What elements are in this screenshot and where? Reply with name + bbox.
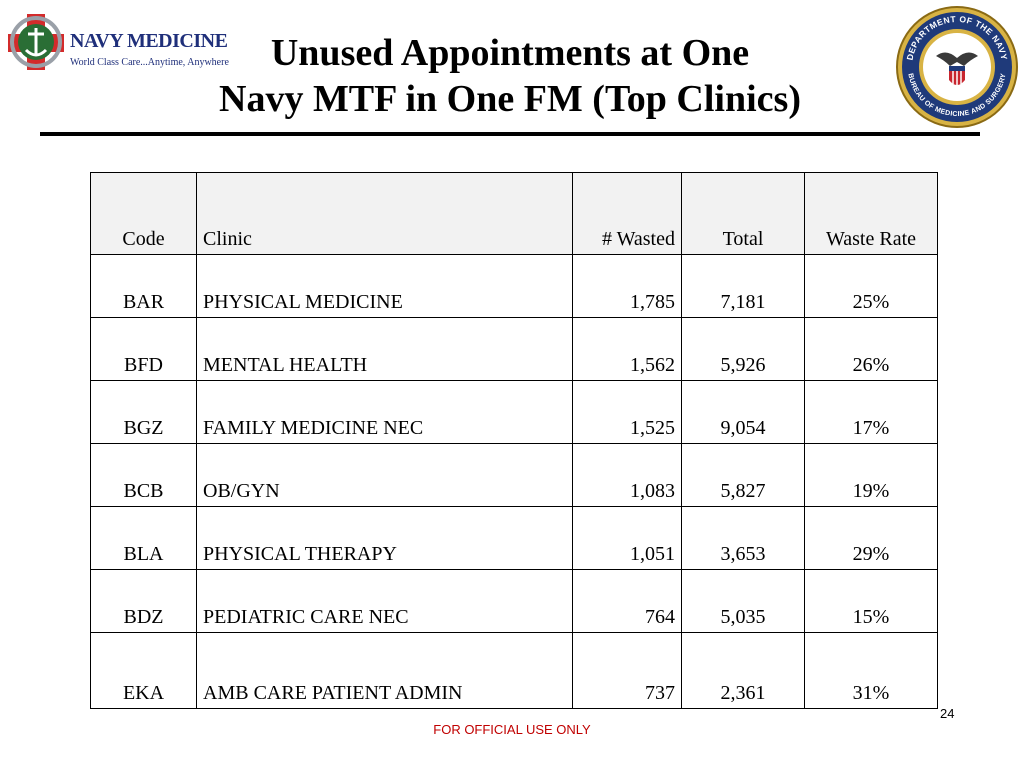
page-number: 24 [940, 706, 955, 721]
cell-total: 3,653 [681, 506, 805, 570]
cell-wasted: 1,785 [572, 254, 682, 318]
table-row: BGZ FAMILY MEDICINE NEC 1,525 9,054 17% [90, 380, 938, 444]
cell-wasted: 1,051 [572, 506, 682, 570]
cell-clinic: AMB CARE PATIENT ADMIN [196, 632, 573, 709]
cell-wasted: 1,083 [572, 443, 682, 507]
logo-text: NAVY MEDICINE [70, 30, 228, 52]
table-header-row: Code Clinic # Wasted Total Waste Rate [90, 172, 938, 255]
cell-wasted: 764 [572, 569, 682, 633]
cell-clinic: PEDIATRIC CARE NEC [196, 569, 573, 633]
cell-clinic: FAMILY MEDICINE NEC [196, 380, 573, 444]
cell-waste-rate: 25% [804, 254, 938, 318]
cell-code: BFD [90, 317, 197, 381]
cell-clinic: OB/GYN [196, 443, 573, 507]
table-row: BDZ PEDIATRIC CARE NEC 764 5,035 15% [90, 569, 938, 633]
cell-waste-rate: 15% [804, 569, 938, 633]
cell-code: BGZ [90, 380, 197, 444]
title-divider [40, 132, 980, 136]
cell-waste-rate: 19% [804, 443, 938, 507]
table-row: BFD MENTAL HEALTH 1,562 5,926 26% [90, 317, 938, 381]
logo-emblem-icon [8, 14, 64, 70]
cell-waste-rate: 26% [804, 317, 938, 381]
cell-total: 5,926 [681, 317, 805, 381]
cell-total: 2,361 [681, 632, 805, 709]
table-row: BLA PHYSICAL THERAPY 1,051 3,653 29% [90, 506, 938, 570]
header-code: Code [90, 172, 197, 255]
cell-total: 5,827 [681, 443, 805, 507]
cell-code: BCB [90, 443, 197, 507]
title-line-2: Navy MTF in One FM (Top Clinics) [219, 78, 801, 120]
cell-wasted: 1,525 [572, 380, 682, 444]
logo-tagline: World Class Care...Anytime, Anywhere [70, 57, 229, 68]
cell-total: 7,181 [681, 254, 805, 318]
table-row: EKA AMB CARE PATIENT ADMIN 737 2,361 31% [90, 632, 938, 709]
cell-clinic: MENTAL HEALTH [196, 317, 573, 381]
header-wasted: # Wasted [572, 172, 682, 255]
header-waste-rate: Waste Rate [804, 172, 938, 255]
cell-total: 5,035 [681, 569, 805, 633]
cell-clinic: PHYSICAL MEDICINE [196, 254, 573, 318]
table-row: BCB OB/GYN 1,083 5,827 19% [90, 443, 938, 507]
bumed-seal: DEPARTMENT OF THE NAVY BUREAU OF MEDICIN… [894, 4, 1020, 130]
cell-wasted: 737 [572, 632, 682, 709]
appointments-table: Code Clinic # Wasted Total Waste Rate BA… [90, 172, 938, 709]
title-line-1: Unused Appointments at One [270, 32, 750, 74]
cell-code: BDZ [90, 569, 197, 633]
cell-total: 9,054 [681, 380, 805, 444]
cell-waste-rate: 31% [804, 632, 938, 709]
slide-title: Unused Appointments at One Navy MTF in O… [140, 30, 880, 122]
table-row: BAR PHYSICAL MEDICINE 1,785 7,181 25% [90, 254, 938, 318]
cell-waste-rate: 17% [804, 380, 938, 444]
cell-code: BLA [90, 506, 197, 570]
header-total: Total [681, 172, 805, 255]
header-clinic: Clinic [196, 172, 573, 255]
cell-waste-rate: 29% [804, 506, 938, 570]
navy-medicine-logo: NAVY MEDICINE World Class Care...Anytime… [4, 4, 229, 80]
cell-clinic: PHYSICAL THERAPY [196, 506, 573, 570]
cell-wasted: 1,562 [572, 317, 682, 381]
cell-code: EKA [90, 632, 197, 709]
footer-classification: FOR OFFICIAL USE ONLY [433, 722, 591, 737]
seal-emblem-icon: DEPARTMENT OF THE NAVY BUREAU OF MEDICIN… [896, 6, 1018, 128]
cell-code: BAR [90, 254, 197, 318]
